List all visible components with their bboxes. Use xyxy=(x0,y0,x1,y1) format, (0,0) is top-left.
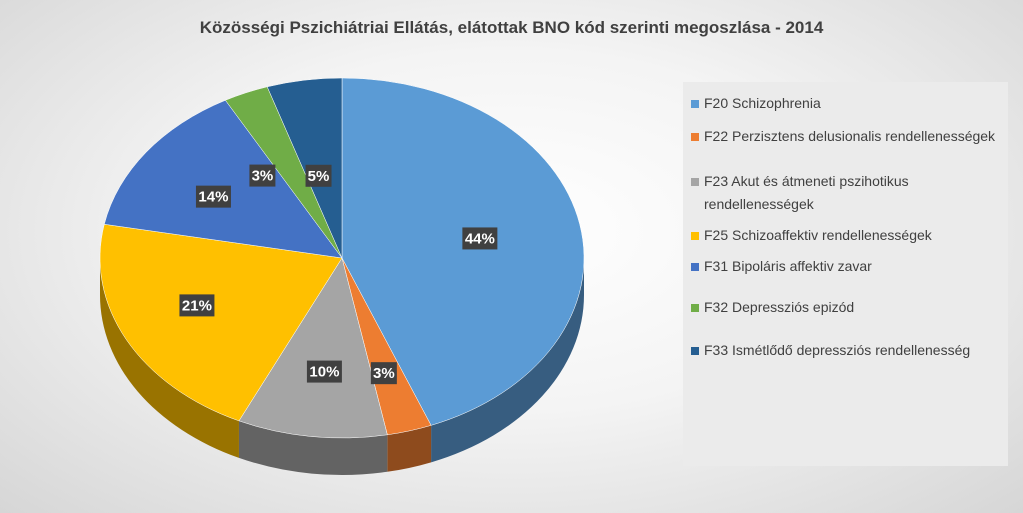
legend-label: F22 Perzisztens delusionalis rendellenes… xyxy=(704,128,996,144)
pie-side-1 xyxy=(387,425,432,472)
data-label-box xyxy=(179,294,215,317)
legend-label: F23 Akut és átmeneti pszihotikus rendell… xyxy=(704,173,909,212)
chart-legend: F20 Schizophrenia F22 Perzisztens delusio… xyxy=(683,82,1008,466)
data-label-text: 3% xyxy=(373,365,395,382)
pie-slice-4 xyxy=(103,99,343,259)
chart-title: Közösségi Pszichiátriai Ellátás, elátott… xyxy=(199,18,824,37)
legend-label: F20 Schizophrenia xyxy=(704,95,821,111)
data-label-text: 44% xyxy=(465,230,495,247)
data-label-text: 21% xyxy=(182,297,212,314)
data-label-5: 3% xyxy=(249,164,276,187)
pie-slice-2 xyxy=(238,257,388,439)
data-label-text: 10% xyxy=(309,364,339,381)
pie-data-labels: 44% 3% 10% 21% 14% 3% 5% xyxy=(179,164,498,385)
data-label-box xyxy=(462,227,498,250)
legend-label: F25 Schizoaffektiv rendellenességek xyxy=(704,227,932,243)
legend-item: F23 Akut és átmeneti pszihotikus rendell… xyxy=(691,170,1000,216)
legend-item: F32 Depressziós epizód xyxy=(691,296,1000,319)
legend-swatch xyxy=(691,304,699,312)
legend-swatch xyxy=(691,347,699,355)
data-label-text: 3% xyxy=(252,168,274,185)
data-label-1: 3% xyxy=(370,362,397,385)
legend-swatch xyxy=(691,232,699,240)
pie-side-2 xyxy=(238,420,388,475)
data-label-2: 10% xyxy=(306,360,342,383)
legend-item: F31 Bipoláris affektiv zavar xyxy=(691,255,1000,278)
data-label-3: 21% xyxy=(179,294,215,317)
data-label-box xyxy=(305,164,332,187)
legend-item: F33 Ismétlődő depressziós rendellenesség xyxy=(691,339,1000,362)
data-label-box xyxy=(195,185,231,208)
legend-swatch xyxy=(691,178,699,186)
legend-item: F25 Schizoaffektiv rendellenességek xyxy=(691,224,1000,247)
pie-top xyxy=(99,77,585,439)
legend-swatch xyxy=(691,133,699,141)
legend-item: F20 Schizophrenia xyxy=(691,92,1000,115)
pie-slice-3 xyxy=(99,223,343,422)
data-label-4: 14% xyxy=(195,185,231,208)
legend-item: F22 Perzisztens delusionalis rendellenes… xyxy=(691,125,1000,148)
data-label-0: 44% xyxy=(462,227,498,250)
legend-swatch xyxy=(691,100,699,108)
legend-swatch xyxy=(691,263,699,271)
data-label-box xyxy=(249,164,276,187)
data-label-6: 5% xyxy=(305,164,332,187)
data-label-text: 5% xyxy=(308,168,330,185)
data-label-box xyxy=(306,360,342,383)
data-label-text: 14% xyxy=(198,189,228,206)
data-label-box xyxy=(370,362,397,385)
legend-label: F31 Bipoláris affektiv zavar xyxy=(704,258,872,274)
pie-slice-6 xyxy=(266,77,343,259)
legend-label: F33 Ismétlődő depressziós rendellenesség xyxy=(704,342,971,358)
legend-label: F32 Depressziós epizód xyxy=(704,299,855,315)
pie-side-3 xyxy=(100,258,239,458)
pie-slice-0 xyxy=(341,77,585,426)
